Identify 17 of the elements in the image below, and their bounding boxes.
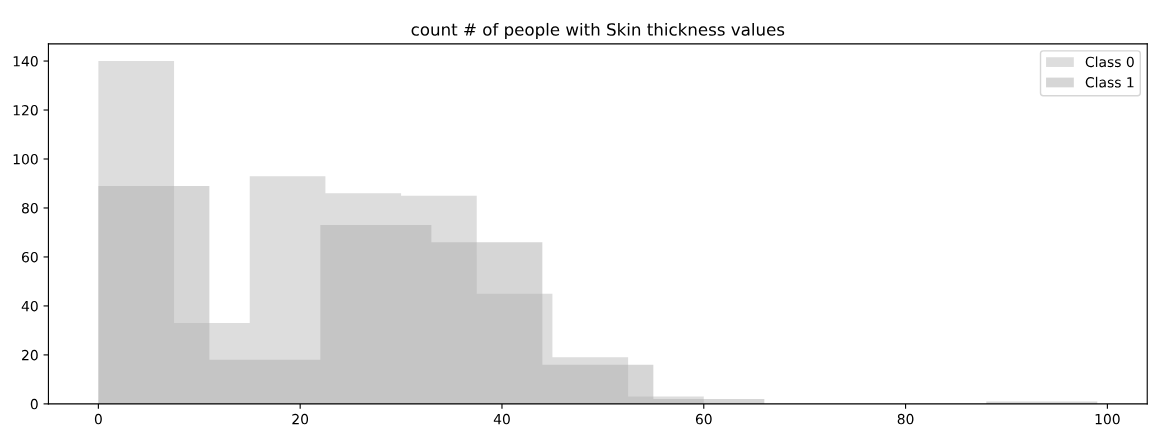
x-tick-label: 40 [493,413,510,425]
y-tick-label: 20 [22,349,38,361]
y-tick-label: 80 [21,202,38,214]
y-tick-label: 0 [30,398,38,410]
y-tick-label: 100 [13,153,38,165]
y-tick-label: 120 [13,104,38,116]
chart-title: count # of people with Skin thickness values [411,22,785,40]
x-tick-label: 100 [1095,413,1120,425]
x-tick-label: 0 [94,413,102,425]
legend-label: Class 0 [1085,56,1134,68]
y-tick-label: 140 [13,56,38,67]
x-tick-label: 60 [695,413,712,425]
x-tick-label: 20 [292,413,309,425]
legend-label: Class 1 [1085,76,1134,88]
y-tick-label: 40 [21,300,38,312]
x-tick-label: 80 [897,413,914,425]
y-tick-label: 60 [22,251,38,263]
